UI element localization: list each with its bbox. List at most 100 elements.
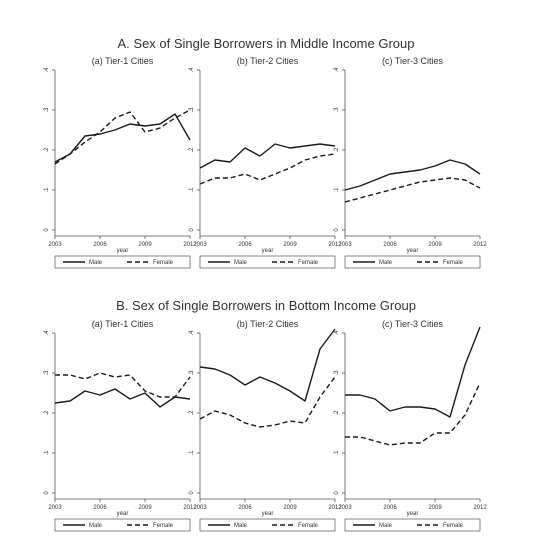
y-tick-label: .3 bbox=[334, 107, 340, 113]
y-tick-label: 0 bbox=[44, 228, 50, 232]
x-tick-label: 2009 bbox=[283, 242, 297, 248]
x-tick-label: 2009 bbox=[428, 242, 442, 248]
y-tick-label: .3 bbox=[334, 370, 340, 376]
x-tick-label: 2009 bbox=[428, 505, 442, 511]
series-line-male bbox=[345, 326, 481, 418]
legend-box bbox=[344, 255, 481, 269]
legend-box bbox=[54, 518, 191, 532]
panel-3: (a) Tier-1 Cities 0 .1 .2 .3 .4 2003 2006 2009 20… bbox=[44, 319, 197, 532]
legend-label-female: Female bbox=[443, 523, 464, 529]
x-tick-label: 2003 bbox=[193, 242, 207, 248]
y-tick-label: .1 bbox=[44, 187, 50, 193]
panel-title: (b) Tier-2 Cities bbox=[237, 56, 299, 66]
legend-label-female: Female bbox=[153, 523, 174, 529]
x-tick-label: 2006 bbox=[238, 242, 252, 248]
y-tick-label: .1 bbox=[189, 187, 195, 193]
legend-label-female: Female bbox=[153, 260, 174, 266]
y-tick-label: .4 bbox=[44, 67, 50, 73]
y-tick-label: .4 bbox=[334, 67, 340, 73]
group-title-bottom-income: B. Sex of Single Borrowers in Bottom Inc… bbox=[116, 298, 416, 313]
series-line-female bbox=[344, 177, 481, 203]
series-line-male bbox=[199, 328, 336, 402]
series-line-female bbox=[55, 372, 191, 398]
x-axis-label: year bbox=[407, 248, 419, 254]
y-tick-label: .2 bbox=[44, 147, 50, 153]
x-tick-label: 2006 bbox=[238, 505, 252, 511]
x-tick-label: 2003 bbox=[338, 505, 352, 511]
series-line-female bbox=[199, 376, 336, 428]
legend-label-female: Female bbox=[443, 260, 464, 266]
x-axis-label: year bbox=[262, 248, 274, 254]
x-tick-label: 2012 bbox=[473, 242, 487, 248]
y-tick-label: .1 bbox=[334, 187, 340, 193]
x-tick-label: 2009 bbox=[283, 505, 297, 511]
panel-title: (a) Tier-1 Cities bbox=[92, 319, 154, 329]
x-tick-label: 2003 bbox=[193, 505, 207, 511]
y-tick-label: 0 bbox=[334, 228, 340, 232]
y-tick-label: .3 bbox=[44, 370, 50, 376]
legend-label-male: Male bbox=[89, 260, 103, 266]
y-tick-label: .4 bbox=[44, 330, 50, 336]
x-axis-label: year bbox=[407, 511, 419, 517]
legend-box bbox=[199, 255, 336, 269]
group-title-middle-income: A. Sex of Single Borrowers in Middle Inc… bbox=[118, 36, 415, 51]
x-tick-label: 2003 bbox=[48, 242, 62, 248]
y-tick-label: 0 bbox=[189, 228, 195, 232]
series-line-female bbox=[54, 109, 191, 165]
y-tick-label: .4 bbox=[334, 330, 340, 336]
legend-label-male: Male bbox=[89, 523, 103, 529]
x-tick-label: 2012 bbox=[328, 505, 342, 511]
y-tick-label: .2 bbox=[334, 147, 340, 153]
series-line-male bbox=[199, 143, 336, 169]
legend-box bbox=[199, 518, 336, 532]
legend-label-male: Male bbox=[234, 260, 248, 266]
x-tick-label: 2006 bbox=[383, 505, 397, 511]
x-axis-label: year bbox=[117, 248, 129, 254]
panel-title: (a) Tier-1 Cities bbox=[92, 56, 154, 66]
panel-0: (a) Tier-1 Cities 0 .1 .2 .3 .4 2003 2006 2009 20… bbox=[44, 56, 197, 269]
series-line-male bbox=[344, 159, 481, 191]
x-tick-label: 2003 bbox=[48, 505, 62, 511]
panel-4: (b) Tier-2 Cities 0 .1 .2 .3 .4 2003 2006 2009 20… bbox=[189, 319, 342, 532]
legend-label-male: Male bbox=[379, 523, 393, 529]
legend-label-female: Female bbox=[298, 523, 319, 529]
x-tick-label: 2006 bbox=[93, 242, 107, 248]
x-tick-label: 2003 bbox=[338, 242, 352, 248]
y-tick-label: .2 bbox=[189, 410, 195, 416]
y-tick-label: 0 bbox=[334, 491, 340, 495]
x-tick-label: 2012 bbox=[183, 242, 197, 248]
x-tick-label: 2012 bbox=[183, 505, 197, 511]
legend-label-female: Female bbox=[298, 260, 319, 266]
series-line-male bbox=[54, 388, 191, 408]
x-tick-label: 2009 bbox=[138, 242, 152, 248]
x-tick-label: 2006 bbox=[93, 505, 107, 511]
x-tick-label: 2009 bbox=[138, 505, 152, 511]
panel-2: (c) Tier-3 Cities 0 .1 .2 .3 .4 2003 2006 2009 20… bbox=[334, 56, 487, 269]
y-tick-label: .1 bbox=[334, 450, 340, 456]
y-tick-label: 0 bbox=[44, 491, 50, 495]
panel-title: (c) Tier-3 Cities bbox=[382, 319, 444, 329]
legend-box bbox=[54, 255, 191, 269]
y-tick-label: 0 bbox=[189, 491, 195, 495]
x-axis-label: year bbox=[262, 511, 274, 517]
panel-5: (c) Tier-3 Cities 0 .1 .2 .3 .4 2003 2006 2009 20… bbox=[334, 319, 487, 532]
x-tick-label: 2012 bbox=[328, 242, 342, 248]
y-tick-label: .2 bbox=[189, 147, 195, 153]
y-tick-label: .1 bbox=[189, 450, 195, 456]
series-line-female bbox=[199, 153, 336, 185]
y-tick-label: .2 bbox=[44, 410, 50, 416]
y-tick-label: .1 bbox=[44, 450, 50, 456]
chart-panels: (a) Tier-1 Cities 0 .1 .2 .3 .4 2003 2006 2009 20… bbox=[44, 56, 487, 532]
legend-label-male: Male bbox=[234, 523, 248, 529]
legend-box bbox=[344, 518, 481, 532]
panel-1: (b) Tier-2 Cities 0 .1 .2 .3 .4 2003 2006 2009 20… bbox=[189, 56, 342, 269]
y-tick-label: .3 bbox=[189, 107, 195, 113]
y-tick-label: .2 bbox=[334, 410, 340, 416]
y-tick-label: .3 bbox=[44, 107, 50, 113]
y-tick-label: .3 bbox=[189, 370, 195, 376]
series-line-male bbox=[54, 113, 191, 163]
legend-label-male: Male bbox=[379, 260, 393, 266]
y-tick-label: .4 bbox=[189, 67, 195, 73]
series-line-female bbox=[345, 382, 481, 446]
